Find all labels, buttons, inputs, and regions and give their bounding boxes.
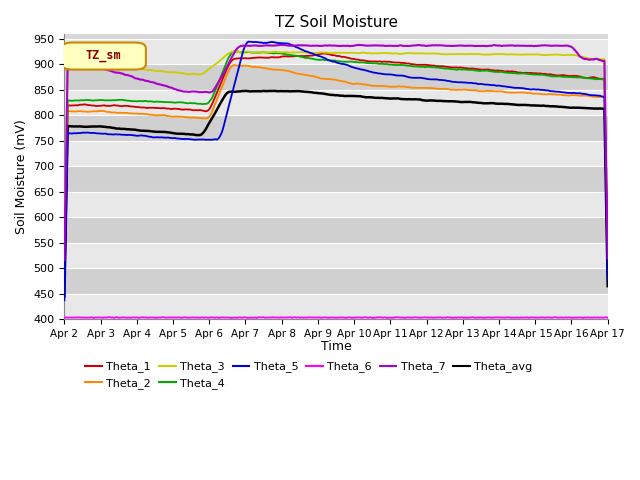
Bar	[65, 167, 608, 192]
Bar	[65, 243, 608, 268]
Y-axis label: Soil Moisture (mV): Soil Moisture (mV)	[15, 119, 28, 234]
Bar	[65, 217, 608, 243]
Text: TZ_sm: TZ_sm	[86, 49, 122, 62]
X-axis label: Time: Time	[321, 340, 351, 353]
Bar	[65, 268, 608, 294]
Bar	[65, 90, 608, 115]
Bar	[65, 39, 608, 64]
Bar	[65, 115, 608, 141]
Title: TZ Soil Moisture: TZ Soil Moisture	[275, 15, 397, 30]
Legend: Theta_1, Theta_2, Theta_3, Theta_4, Theta_5, Theta_6, Theta_7, Theta_avg: Theta_1, Theta_2, Theta_3, Theta_4, Thet…	[81, 357, 537, 393]
Bar	[65, 64, 608, 90]
Bar	[65, 141, 608, 167]
Bar	[65, 192, 608, 217]
Bar	[65, 294, 608, 319]
FancyBboxPatch shape	[61, 43, 146, 70]
